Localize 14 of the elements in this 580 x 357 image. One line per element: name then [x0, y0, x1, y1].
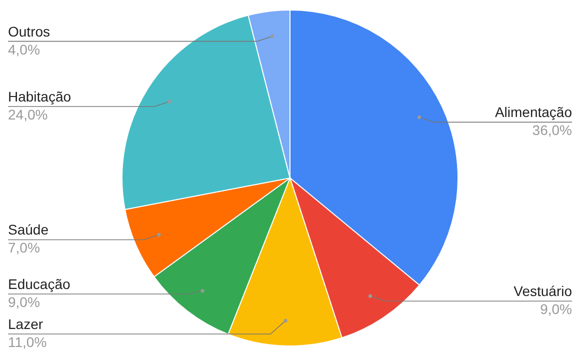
slice-label: Outros	[8, 23, 50, 40]
data-label: 36,0%	[532, 122, 572, 138]
data-label: 7,0%	[8, 240, 40, 256]
data-label: 9,0%	[8, 294, 40, 310]
data-label: 9,0%	[540, 301, 572, 318]
slice-label: Lazer	[8, 316, 44, 332]
data-label: 24,0%	[8, 106, 48, 122]
data-label: 4,0%	[8, 41, 40, 58]
slice-label: Educação	[8, 276, 70, 292]
slice-label: Saúde	[8, 222, 49, 238]
slice-label: Vestuário	[514, 283, 572, 300]
slice-label: Alimentação	[494, 104, 572, 120]
data-label: 11,0%	[8, 334, 47, 350]
slice-label: Habitação	[8, 88, 72, 104]
